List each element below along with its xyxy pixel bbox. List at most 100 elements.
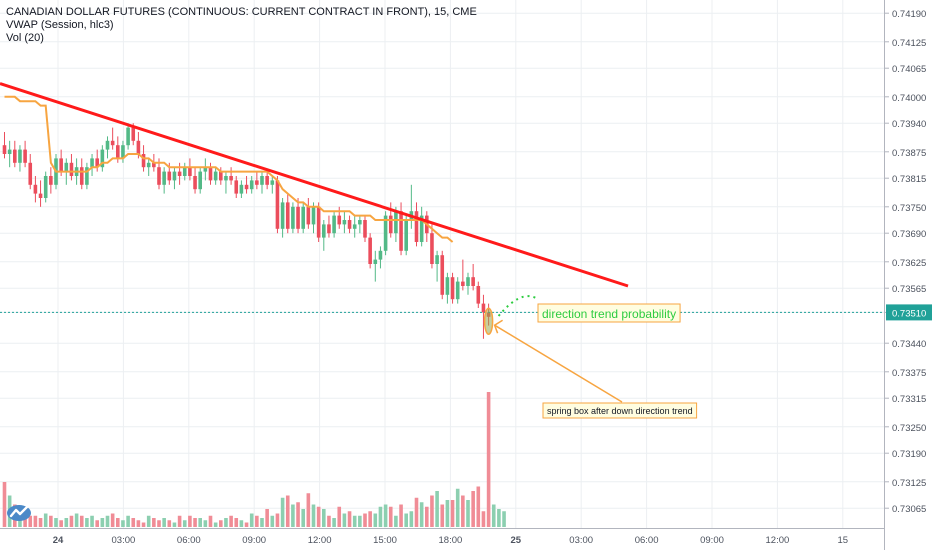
candle-body — [157, 167, 161, 185]
candle-body — [131, 127, 136, 141]
volume-bar — [455, 488, 460, 527]
volume-bar — [260, 518, 264, 527]
volume-bar — [440, 504, 445, 527]
candle-body — [291, 206, 295, 229]
candle-body — [327, 224, 331, 234]
volume-bar — [244, 522, 249, 527]
candle-body — [136, 140, 141, 154]
candle-body — [59, 158, 63, 172]
spring-box-label: spring box after down direction trend — [547, 406, 693, 416]
volume-bar — [167, 520, 172, 527]
time-tick-label: 18:00 — [439, 535, 463, 546]
time-axis-border — [0, 528, 884, 529]
volume-bar — [188, 515, 192, 527]
candle-body — [224, 176, 228, 181]
volume-bar — [466, 500, 470, 527]
tradingview-logo-icon[interactable] — [6, 502, 32, 522]
chart-legend: CANADIAN DOLLAR FUTURES (CONTINUOUS: CUR… — [6, 6, 477, 45]
price-tick-label: 0.74125 — [892, 38, 926, 49]
price-tick-label: 0.73250 — [892, 423, 926, 434]
candle-body — [383, 215, 388, 251]
volume-bar — [59, 520, 63, 527]
candle-body — [394, 211, 398, 234]
chart-title[interactable]: CANADIAN DOLLAR FUTURES (CONTINUOUS: CUR… — [6, 6, 477, 18]
volume-bar — [49, 515, 53, 527]
candle-body — [275, 180, 280, 229]
volume-bar — [486, 392, 491, 527]
volume-bar — [425, 506, 429, 527]
candle-body — [296, 206, 300, 229]
time-tick-label: 15 — [838, 535, 849, 546]
last-price-label: 0.73510 — [892, 308, 926, 319]
volume-bar — [213, 522, 218, 527]
time-tick-label: 06:00 — [635, 535, 659, 546]
volume-bar — [79, 515, 84, 527]
candle-body — [337, 215, 342, 225]
time-tick-label: 24 — [53, 535, 64, 546]
volume-bar — [404, 513, 408, 527]
price-axis-border — [884, 0, 885, 550]
volume-bar — [85, 518, 89, 527]
candle-body — [13, 149, 17, 163]
volume-bar — [373, 513, 378, 527]
vwap-legend-label[interactable]: VWAP (Session, hlc3) — [6, 19, 114, 31]
candle-body — [476, 286, 481, 304]
candle-body — [316, 206, 321, 238]
candle-body — [388, 215, 393, 234]
volume-bar — [23, 518, 27, 527]
candle-body — [430, 233, 434, 264]
volume-bar — [172, 522, 177, 527]
price-axis-background — [885, 0, 932, 550]
candle-body — [285, 202, 290, 229]
volume-bar — [234, 518, 239, 527]
volume-bar — [342, 513, 347, 527]
candle-body — [172, 171, 177, 181]
candle-body — [126, 127, 130, 146]
volume-bar — [502, 511, 506, 527]
time-tick-label: 25 — [511, 535, 522, 546]
candle-body — [79, 167, 84, 185]
volume-bar — [146, 515, 151, 527]
price-tick-label: 0.73565 — [892, 284, 926, 295]
candle-body — [43, 176, 48, 198]
candle-body — [95, 158, 99, 168]
volume-bar — [90, 515, 94, 527]
volume-bar — [316, 506, 321, 527]
volume-bar — [193, 518, 197, 527]
candle-body — [342, 220, 347, 225]
price-tick-label: 0.73125 — [892, 478, 926, 489]
candle-body — [450, 277, 455, 300]
candle-body — [373, 259, 378, 264]
time-axis[interactable]: 24 03:00 06:00 09:00 12:00 15:00 18:00 25 03:00 0… — [0, 529, 884, 550]
volume-bar — [388, 506, 393, 527]
candle-body — [219, 171, 223, 181]
annotations[interactable]: direction trend probability spring box af… — [483, 295, 698, 419]
volume-bar — [352, 515, 357, 527]
volume-bar — [33, 515, 38, 527]
volume-legend-label[interactable]: Vol (20) — [6, 32, 44, 44]
volume-bar — [208, 515, 213, 527]
candle-body — [435, 255, 439, 264]
candle-body — [445, 277, 450, 295]
candle-body — [280, 202, 285, 229]
candle-body — [213, 171, 218, 181]
down-trendline[interactable] — [0, 82, 629, 288]
candle-body — [378, 250, 383, 260]
price-tick-label: 0.73625 — [892, 258, 926, 269]
volume-bar — [419, 502, 424, 527]
volume-bar — [296, 502, 300, 527]
price-tick-label: 0.73065 — [892, 504, 926, 515]
last-price-badge — [886, 304, 932, 321]
candle-body — [69, 162, 74, 176]
price-tick-label: 0.74065 — [892, 64, 926, 75]
volume-bar — [491, 504, 496, 527]
candle-body — [363, 220, 367, 238]
time-axis-background — [0, 529, 884, 550]
volume-bar — [322, 509, 326, 527]
candle-body — [90, 158, 94, 168]
volume-bar — [121, 520, 125, 527]
price-axis[interactable]: 0.74190 0.74125 0.74065 0.74000 0.73940 0.738… — [884, 0, 932, 550]
candle-body — [399, 211, 403, 251]
probability-label-box — [537, 303, 681, 323]
